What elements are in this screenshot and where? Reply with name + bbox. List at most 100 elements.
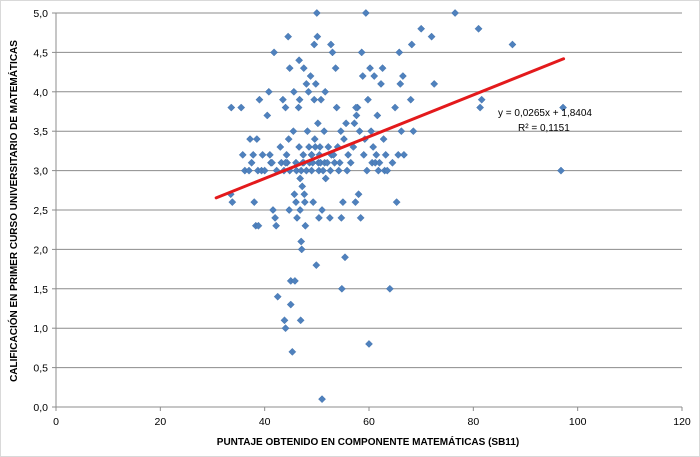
data-point [392, 198, 401, 207]
data-point [296, 206, 305, 214]
data-point [326, 166, 335, 175]
data-point [303, 127, 312, 136]
data-point [285, 206, 294, 214]
data-point [309, 198, 318, 207]
y-tick-label: 4,0 [33, 87, 48, 99]
data-point [264, 87, 273, 96]
data-point [290, 190, 299, 199]
data-point [249, 150, 258, 159]
data-point [343, 166, 351, 175]
data-point [400, 150, 408, 159]
data-point [306, 72, 315, 80]
data-point [296, 174, 305, 183]
y-axis-title: CALIFICACIÓN EN PRIMER CURSO UNIVERSITAR… [7, 40, 20, 382]
y-tick-label: 3,5 [33, 126, 48, 138]
data-point [293, 213, 301, 222]
data-point [369, 143, 378, 151]
trendline-group [214, 57, 566, 200]
data-point [396, 80, 405, 88]
data-point [269, 206, 277, 214]
data-point [379, 135, 388, 143]
data-point [276, 143, 285, 151]
data-point [354, 190, 363, 199]
data-point [284, 32, 293, 41]
data-point [399, 72, 407, 80]
data-points [226, 9, 567, 404]
data-point [407, 40, 416, 49]
data-point [342, 119, 350, 128]
data-point [300, 198, 309, 207]
data-point [299, 150, 308, 159]
data-point [359, 150, 368, 159]
data-point [406, 95, 415, 104]
data-point [254, 221, 263, 230]
data-point [370, 72, 379, 80]
data-point [307, 166, 316, 175]
data-point [310, 135, 319, 143]
data-point [344, 150, 353, 159]
data-point [508, 40, 517, 49]
data-point [325, 213, 334, 222]
data-point [358, 72, 367, 80]
data-point [245, 166, 253, 175]
data-point [337, 284, 346, 293]
data-point [320, 127, 329, 136]
x-axis-title: PUNTAJE OBTENIDO EN COMPONENTE MATEMÁTIC… [217, 435, 519, 448]
data-point [312, 261, 321, 270]
data-point [260, 166, 269, 175]
data-point [321, 174, 330, 183]
data-point [263, 111, 272, 120]
data-point [361, 9, 370, 17]
data-point [351, 198, 360, 207]
data-point [383, 166, 392, 175]
data-point [300, 190, 309, 199]
data-point [255, 95, 264, 104]
data-point [451, 9, 459, 17]
data-point [297, 237, 306, 246]
data-point [477, 95, 486, 104]
data-point [349, 143, 358, 151]
x-tick-label: 0 [53, 416, 59, 428]
data-point [330, 158, 339, 167]
data-point [352, 111, 361, 120]
data-point [324, 143, 333, 151]
data-point [427, 32, 436, 41]
y-tick-label: 1,5 [33, 284, 48, 296]
data-point [364, 95, 372, 104]
data-point [409, 127, 418, 136]
y-tick-label: 0,0 [33, 402, 48, 414]
data-point [346, 158, 355, 167]
data-point [372, 150, 381, 159]
data-point [295, 143, 303, 151]
data-point [381, 150, 390, 159]
data-point [335, 158, 344, 167]
data-point [317, 95, 325, 104]
data-point [476, 103, 484, 112]
trendline-equation: y = 0,0265x + 1,8404 [498, 108, 592, 119]
data-point [337, 213, 346, 222]
data-point [258, 150, 267, 159]
data-point [339, 198, 347, 207]
data-point [355, 127, 364, 136]
data-point [299, 64, 308, 73]
data-point [430, 80, 439, 88]
data-point [266, 150, 274, 159]
data-point [289, 87, 298, 96]
data-point [301, 221, 310, 230]
data-point [304, 87, 313, 96]
data-point [310, 95, 319, 104]
data-point [270, 48, 278, 57]
data-point [295, 56, 303, 65]
data-point [272, 221, 281, 230]
data-point [297, 245, 306, 254]
y-tick-label: 4,5 [33, 47, 48, 59]
trendline [214, 57, 566, 200]
data-point [331, 64, 340, 73]
data-point [305, 143, 313, 151]
data-point [378, 64, 387, 73]
x-tick-label: 120 [673, 416, 691, 428]
data-point [323, 158, 332, 167]
data-point [312, 9, 321, 17]
